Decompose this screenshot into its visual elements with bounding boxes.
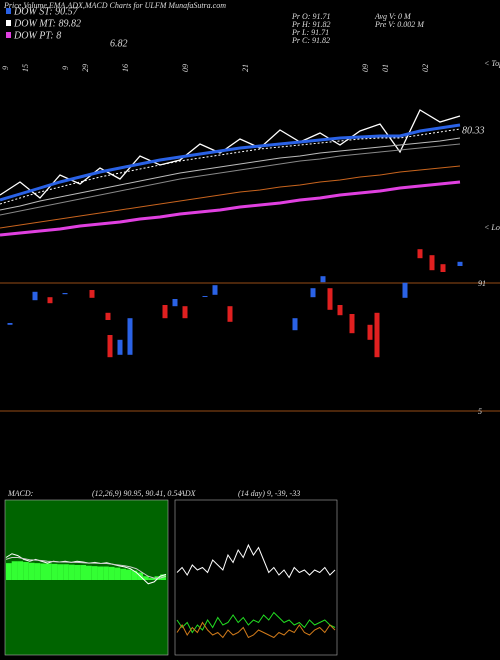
histogram-bar <box>120 568 126 580</box>
line <box>0 137 461 211</box>
line <box>0 123 461 202</box>
title: Price,Volume,EMA,ADX,MACD Charts for ULF… <box>3 1 226 10</box>
pt-extra: 6.82 <box>110 38 128 49</box>
adx-params: (14 day) 9, -39, -33 <box>238 489 300 498</box>
x-tick-label: 9 <box>1 66 10 70</box>
candle <box>117 339 123 355</box>
candle <box>292 318 298 331</box>
candle <box>105 312 111 320</box>
line <box>0 143 461 216</box>
x-tick-label: 15 <box>21 64 30 72</box>
adx-panel <box>174 499 338 656</box>
candle <box>320 276 326 283</box>
histogram-bar <box>80 565 86 580</box>
histogram-bar <box>126 569 132 580</box>
candle <box>212 285 218 295</box>
line <box>0 180 461 237</box>
legend-label: DOW ST: 90.57 <box>13 6 79 17</box>
candle <box>172 299 178 307</box>
line <box>0 109 461 199</box>
macd-label: MACD: <box>7 489 34 498</box>
histogram-bar <box>91 566 98 580</box>
candle <box>107 335 113 358</box>
candle <box>337 305 343 316</box>
line <box>0 128 461 205</box>
histogram-bar <box>74 565 81 580</box>
tops-label: < Tops <box>484 59 500 68</box>
line <box>0 165 461 229</box>
candle <box>127 318 133 355</box>
ref-label: 91 <box>478 279 486 288</box>
x-tick-label: 09 <box>361 64 370 72</box>
candle <box>429 255 435 271</box>
histogram-bar <box>46 563 52 580</box>
histogram-bar <box>114 567 121 580</box>
histogram-bar <box>131 570 138 580</box>
line <box>5 557 167 579</box>
quote: Pre V: 0.002 M <box>374 20 425 29</box>
candle <box>7 323 13 325</box>
quote: Pr H: 91.82 <box>291 20 330 29</box>
histogram-bar <box>68 564 75 580</box>
candle <box>227 306 233 322</box>
histogram-bar <box>34 563 41 580</box>
candle <box>440 264 446 272</box>
x-tick-label: 21 <box>241 64 250 72</box>
candle <box>457 261 463 266</box>
histogram-bar <box>108 566 115 580</box>
quote: Avg V: 0 M <box>374 12 412 21</box>
histogram-bar <box>28 562 35 580</box>
x-tick-label: 09 <box>181 64 190 72</box>
histogram-bar <box>97 566 104 580</box>
histogram-bar <box>63 564 69 580</box>
histogram-bar <box>6 563 12 580</box>
histogram-bar <box>148 578 155 580</box>
quote: Pr C: 91.82 <box>291 36 330 45</box>
line <box>176 611 336 634</box>
candle <box>202 296 208 297</box>
candle <box>367 324 373 340</box>
candle <box>89 290 95 298</box>
candle <box>402 282 408 298</box>
candle <box>182 306 188 319</box>
x-tick-label: 29 <box>81 64 90 72</box>
lows-label: < Lows <box>484 223 500 232</box>
histogram-bar <box>86 565 92 580</box>
candle <box>47 297 53 304</box>
x-tick-label: 01 <box>381 64 390 72</box>
histogram-bar <box>51 563 58 580</box>
x-tick-label: 16 <box>121 64 130 72</box>
candle <box>310 288 316 298</box>
line <box>176 621 336 639</box>
histogram-bar <box>57 564 64 580</box>
candle <box>162 305 168 319</box>
candle <box>62 293 68 295</box>
histogram-bar <box>143 576 149 580</box>
legend-label: DOW PT: 8 <box>13 30 61 41</box>
legend-label: DOW MT: 89.82 <box>13 18 81 29</box>
candle <box>417 249 423 259</box>
histogram-bar <box>103 566 109 580</box>
price-label: 80.33 <box>462 125 485 136</box>
quote: Pr L: 91.71 <box>291 28 329 37</box>
legend-swatch <box>6 32 11 38</box>
histogram-bar <box>23 562 29 580</box>
ref-label: 5 <box>478 407 482 416</box>
histogram-bar <box>40 563 46 580</box>
candle <box>32 291 38 301</box>
quote: Pr O: 91.71 <box>291 12 330 21</box>
adx-label: ADX <box>179 489 197 498</box>
x-tick-label: 02 <box>421 64 430 72</box>
x-tick-label: 9 <box>61 66 70 70</box>
line <box>176 543 336 579</box>
candle <box>349 314 355 334</box>
legend-swatch <box>6 8 11 14</box>
legend-swatch <box>6 20 11 26</box>
macd-params: (12,26,9) 90.95, 90.41, 0.54 <box>92 489 181 498</box>
candle <box>327 288 333 310</box>
candle <box>374 312 380 358</box>
histogram-bar <box>17 561 24 580</box>
histogram-bar <box>11 561 18 580</box>
